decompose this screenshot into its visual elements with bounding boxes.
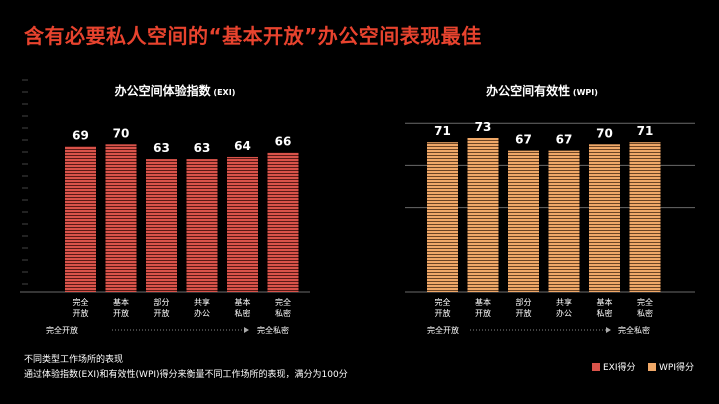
- legend-exi: EXI得分: [592, 360, 636, 373]
- bar-wpi: [589, 144, 620, 292]
- tick-label-exi: 基本: [235, 297, 251, 307]
- legend-exi-swatch: [592, 362, 600, 371]
- tick-label-exi: 共享: [194, 297, 210, 307]
- tick-label-wpi: 开放: [516, 308, 532, 318]
- tick-label-wpi: 基本: [475, 297, 491, 307]
- chart-title-suffix: (WPI): [570, 88, 598, 97]
- data-label-exi: 63: [194, 141, 211, 155]
- bar-wpi: [467, 137, 499, 292]
- tick-label-exi: 基本: [113, 297, 129, 307]
- axis-label-left-wpi: 完全开放: [427, 325, 459, 335]
- tick-label-exi: 开放: [73, 308, 89, 318]
- data-label-wpi: 67: [556, 133, 573, 147]
- tick-label-exi: 私密: [275, 308, 291, 318]
- axis-arrow-head: [244, 327, 249, 333]
- tick-label-wpi: 私密: [637, 308, 653, 318]
- chart-title-wpi: 办公空间有效性 (WPI): [486, 83, 598, 98]
- tick-label-wpi: 基本: [597, 297, 613, 307]
- tick-label-wpi: 部分: [516, 297, 532, 307]
- tick-label-wpi: 完全: [637, 297, 653, 307]
- tick-label-wpi: 完全: [435, 297, 451, 307]
- tick-label-wpi: 私密: [597, 308, 613, 318]
- data-label-exi: 64: [234, 139, 251, 153]
- data-label-exi: 69: [72, 128, 89, 142]
- data-label-wpi: 71: [434, 124, 451, 138]
- data-label-wpi: 67: [515, 133, 532, 147]
- bar-wpi: [629, 142, 661, 292]
- page-title: 含有必要私人空间的“基本开放”办公空间表现最佳: [24, 24, 482, 48]
- axis-arrow-head: [606, 327, 611, 333]
- tick-label-wpi: 开放: [435, 308, 451, 318]
- bar-wpi: [427, 142, 458, 292]
- footnote-description: 通过体验指数(EXI)和有效性(WPI)得分来衡量不同工作场所的表现，满分为10…: [24, 370, 348, 380]
- tick-label-wpi: 开放: [475, 308, 491, 318]
- data-label-wpi: 73: [475, 120, 492, 134]
- tick-label-exi: 办公: [194, 308, 210, 318]
- tick-label-wpi: 共享: [556, 297, 572, 307]
- legend-wpi-swatch: [648, 362, 656, 371]
- bar-wpi: [548, 150, 580, 292]
- bar-exi: [65, 146, 96, 292]
- bar-exi: [267, 152, 299, 292]
- tick-label-exi: 开放: [113, 308, 129, 318]
- chart-title-suffix: (EXI): [211, 88, 236, 97]
- bar-exi: [227, 156, 258, 292]
- bar-exi: [146, 159, 177, 292]
- chart-title-exi: 办公空间体验指数 (EXI): [115, 83, 236, 98]
- axis-label-right-exi: 完全私密: [257, 325, 289, 335]
- legend-exi-label: EXI得分: [603, 363, 636, 373]
- data-label-exi: 70: [113, 126, 130, 140]
- data-label-wpi: 70: [596, 126, 613, 140]
- tick-label-wpi: 办公: [556, 308, 572, 318]
- data-label-exi: 66: [275, 135, 292, 149]
- tick-label-exi: 私密: [235, 308, 251, 318]
- bar-exi: [186, 159, 218, 292]
- legend-wpi-label: WPI得分: [659, 363, 694, 373]
- data-label-exi: 63: [153, 141, 170, 155]
- bar-wpi: [508, 150, 539, 292]
- tick-label-exi: 完全: [275, 297, 291, 307]
- footnote-title: 不同类型工作场所的表现: [24, 355, 124, 365]
- data-label-wpi: 71: [637, 124, 654, 138]
- bar-exi: [105, 144, 137, 292]
- tick-label-exi: 部分: [154, 297, 170, 307]
- tick-label-exi: 开放: [154, 308, 170, 318]
- axis-label-left-exi: 完全开放: [46, 325, 78, 335]
- axis-label-right-wpi: 完全私密: [618, 325, 650, 335]
- tick-label-exi: 完全: [73, 297, 89, 307]
- legend-wpi: WPI得分: [648, 360, 694, 373]
